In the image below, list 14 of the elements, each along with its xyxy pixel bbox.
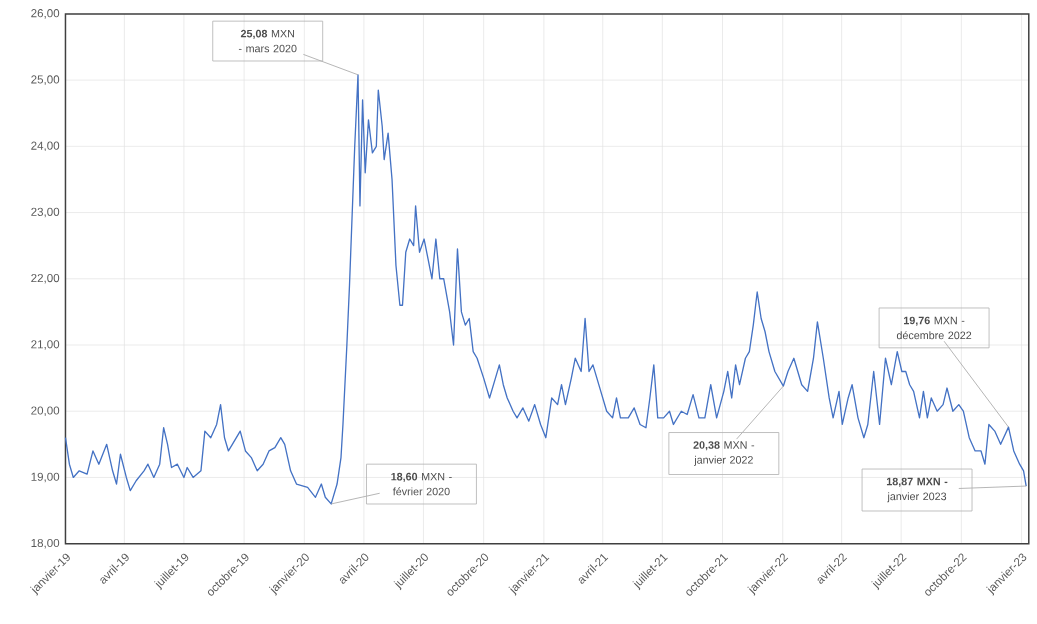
annotation: 20,38 MXN - janvier 2022 — [693, 441, 755, 466]
y-tick-label: 22,00 — [31, 274, 60, 284]
y-tick-label: 19,00 — [31, 472, 60, 483]
y-tick-label: 25,00 — [31, 75, 60, 85]
annotation: 18,87 MXN - janvier 2023 — [886, 477, 948, 503]
annotation: 25,08 MXN - mars 2020 — [238, 29, 297, 53]
annotation: 19,76 MXN - décembre 2022 — [896, 316, 972, 340]
y-tick-label: 23,00 — [31, 207, 60, 218]
annotation: 18,60 MXN - février 2020 — [391, 472, 452, 496]
y-tick-label: 26,00 — [31, 9, 60, 19]
y-tick-label: 24,00 — [31, 141, 60, 152]
y-tick-label: 20,00 — [31, 406, 60, 416]
y-tick-label: 21,00 — [31, 340, 60, 350]
y-tick-label: 18,00 — [31, 538, 60, 549]
